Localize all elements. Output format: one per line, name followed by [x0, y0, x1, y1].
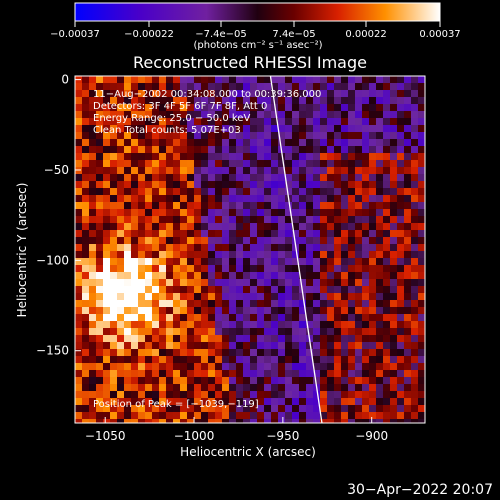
y-tick-label: −100	[36, 253, 69, 267]
y-tick-label: 0	[61, 73, 69, 87]
y-axis-label: Heliocentric Y (arcsec)	[15, 183, 29, 318]
y-tick-label: −150	[36, 344, 69, 358]
colorbar-tick-label: 0.00037	[419, 29, 460, 40]
timestamp: 30−Apr−2022 20:07	[347, 482, 493, 498]
annotation-clean-counts: Clean Total counts: 5.07E+03	[93, 125, 241, 136]
plot-frame	[74, 75, 426, 424]
colorbar-tick-label: −0.00037	[50, 29, 100, 40]
colorbar	[74, 2, 441, 22]
chart-title: Reconstructed RHESSI Image	[133, 53, 367, 72]
colorbar-tick-label: −7.4e−05	[195, 29, 247, 40]
annotation-detectors: Detectors: 3F 4F 5F 6F 7F 8F, Att 0	[93, 101, 267, 112]
y-tick-label: −50	[44, 163, 69, 177]
colorbar-ticks: −0.00037 −0.00022 −7.4e−05 7.4e−05 0.00022 0.…	[50, 21, 461, 40]
x-axis-label: Heliocentric X (arcsec)	[180, 445, 316, 459]
colorbar-tick-label: 7.4e−05	[272, 29, 315, 40]
colorbar-tick-label: 0.00022	[345, 29, 386, 40]
heatmap-image	[75, 76, 425, 423]
solar-limb-line	[269, 76, 323, 423]
x-tick-label: −950	[266, 429, 299, 443]
x-axis-ticks: −1050 −1000 −950 −900	[85, 417, 388, 443]
peak-position-label: Position of Peak = [−1039,−119]	[93, 399, 259, 410]
annotation-time-range: 11−Aug−2002 00:34:08.000 to 00:39:36.000	[93, 89, 321, 100]
x-tick-label: −900	[355, 429, 388, 443]
colorbar-tick-label: −0.00022	[124, 29, 174, 40]
colorbar-unit-label: (photons cm⁻² s⁻¹ asec⁻²)	[193, 40, 322, 51]
annotation-energy-range: Energy Range: 25.0 − 50.0 keV	[93, 113, 250, 124]
x-tick-label: −1050	[85, 429, 126, 443]
y-axis-ticks: 0 −50 −100 −150	[36, 73, 81, 358]
x-tick-label: −1000	[174, 429, 215, 443]
